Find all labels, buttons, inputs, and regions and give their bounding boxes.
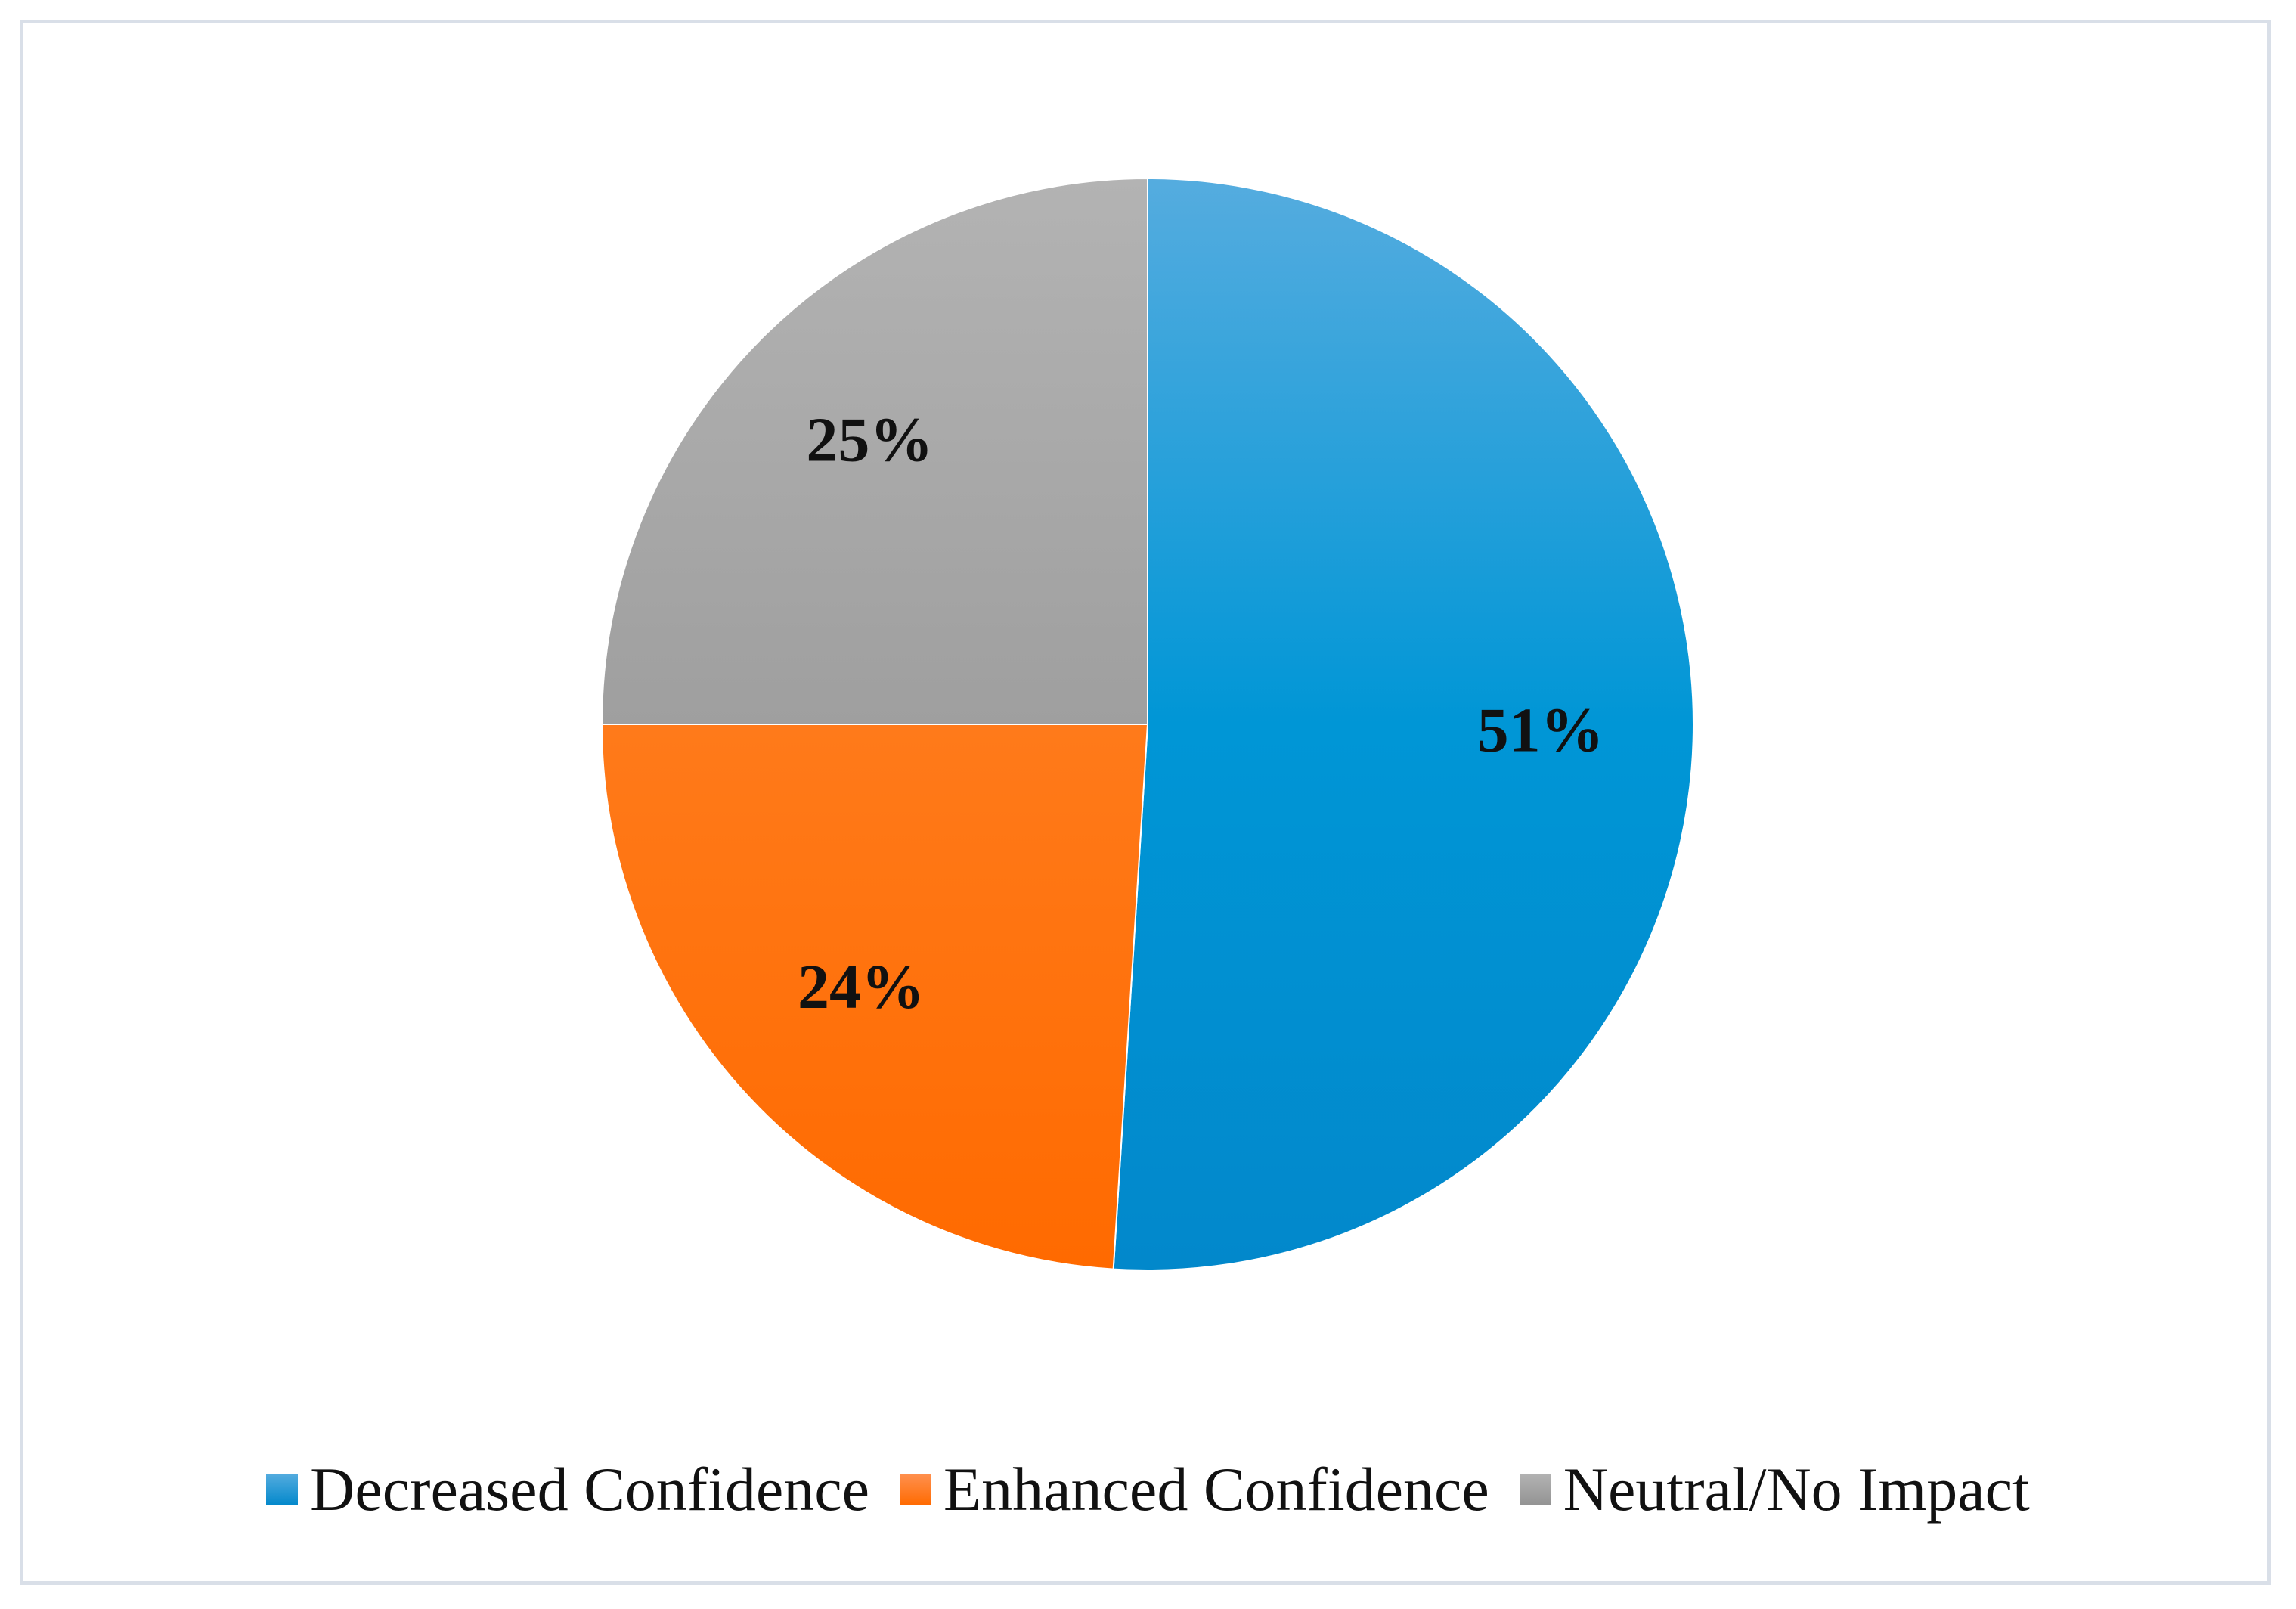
legend-item-enhanced-confidence: Enhanced Confidence [900, 1454, 1489, 1525]
data-label-enhanced-confidence: 24% [798, 952, 925, 1022]
legend-label-decreased-confidence: Decreased Confidence [310, 1455, 870, 1524]
legend-label-enhanced-confidence: Enhanced Confidence [943, 1455, 1489, 1524]
data-label-decreased-confidence: 51% [1477, 696, 1604, 766]
legend-item-decreased-confidence: Decreased Confidence [266, 1454, 869, 1525]
legend-swatch-neutral-no-impact [1519, 1474, 1551, 1505]
pie-labels: 51% 24% 25% [798, 405, 1604, 1022]
data-label-neutral-no-impact: 25% [806, 405, 933, 476]
pie-slice-decreased-confidence [1112, 177, 1694, 1271]
legend-swatch-enhanced-confidence [900, 1474, 932, 1505]
legend-item-neutral-no-impact: Neutral/No Impact [1519, 1454, 2030, 1525]
legend-label-neutral-no-impact: Neutral/No Impact [1563, 1455, 2030, 1524]
pie-slice-enhanced-confidence [600, 724, 1149, 1270]
pie-slice-neutral-no-impact [600, 177, 1148, 725]
legend-swatch-decreased-confidence [266, 1474, 299, 1505]
pie-slices [600, 177, 1694, 1271]
legend: Decreased Confidence Enhanced Confidence… [0, 1448, 2296, 1531]
